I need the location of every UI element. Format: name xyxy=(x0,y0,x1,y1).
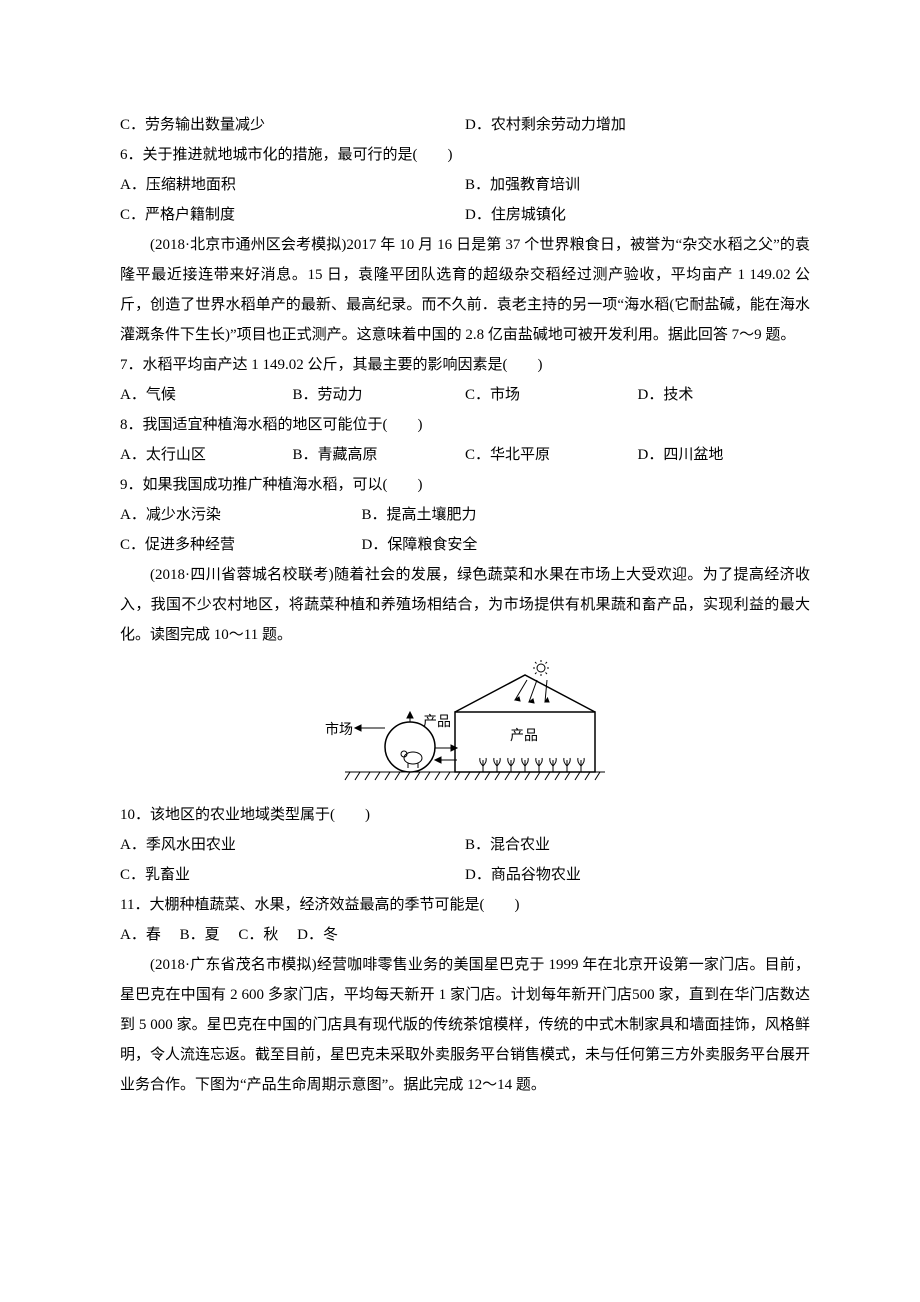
q5-options-cd: C．劳务输出数量减少 D．农村剩余劳动力增加 xyxy=(120,110,810,140)
q11-opt-d: D．冬 xyxy=(297,927,338,943)
q6-stem: 6．关于推进就地城市化的措施，最可行的是( ) xyxy=(120,140,810,170)
q9-options-cd: C．促进多种经营 D．保障粮食安全 xyxy=(120,530,810,560)
q7-stem: 7．水稻平均亩产达 1 149.02 公斤，其最主要的影响因素是( ) xyxy=(120,350,810,380)
q7-opt-a: A．气候 xyxy=(120,380,293,410)
q7-opt-b: B．劳动力 xyxy=(293,380,466,410)
q8-opt-b: B．青藏高原 xyxy=(293,440,466,470)
passage-2: (2018·四川省蓉城名校联考)随着社会的发展，绿色蔬菜和水果在市场上大受欢迎。… xyxy=(120,560,810,650)
q6-options-cd: C．严格户籍制度 D．住房城镇化 xyxy=(120,200,810,230)
q10-opt-c: C．乳畜业 xyxy=(120,860,465,890)
q10-opt-d: D．商品谷物农业 xyxy=(465,860,810,890)
q8-opt-a: A．太行山区 xyxy=(120,440,293,470)
q11-opt-c: C．秋 xyxy=(238,927,278,943)
diagram-label-market: 市场 xyxy=(325,721,353,738)
q10-options-ab: A．季风水田农业 B．混合农业 xyxy=(120,830,810,860)
diagram-svg: 市场 产品 产品 xyxy=(315,660,615,790)
q7-opt-d: D．技术 xyxy=(638,380,811,410)
passage-3: (2018·广东省茂名市模拟)经营咖啡零售业务的美国星巴克于 1999 年在北京… xyxy=(120,950,810,1100)
q11-options: A．春 B．夏 C．秋 D．冬 xyxy=(120,920,810,950)
passage-1: (2018·北京市通州区会考模拟)2017 年 10 月 16 日是第 37 个… xyxy=(120,230,810,350)
q11-opt-b: B．夏 xyxy=(180,927,220,943)
diagram-label-product2: 产品 xyxy=(510,728,538,744)
q8-opt-d: D．四川盆地 xyxy=(638,440,811,470)
q6-opt-a: A．压缩耕地面积 xyxy=(120,170,465,200)
q10-opt-a: A．季风水田农业 xyxy=(120,830,465,860)
q6-options-ab: A．压缩耕地面积 B．加强教育培训 xyxy=(120,170,810,200)
q9-opt-c: C．促进多种经营 xyxy=(120,530,362,560)
q8-stem: 8．我国适宜种植海水稻的地区可能位于( ) xyxy=(120,410,810,440)
q8-options: A．太行山区 B．青藏高原 C．华北平原 D．四川盆地 xyxy=(120,440,810,470)
q11-opt-a: A．春 xyxy=(120,927,161,943)
greenhouse-diagram: 市场 产品 产品 xyxy=(120,660,810,790)
q11-stem: 11．大棚种植蔬菜、水果，经济效益最高的季节可能是( ) xyxy=(120,890,810,920)
q5-opt-c: C．劳务输出数量减少 xyxy=(120,110,465,140)
q9-opt-b: B．提高土壤肥力 xyxy=(362,500,707,530)
q9-opt-d: D．保障粮食安全 xyxy=(362,530,707,560)
q7-options: A．气候 B．劳动力 C．市场 D．技术 xyxy=(120,380,810,410)
q6-opt-d: D．住房城镇化 xyxy=(465,200,810,230)
q6-opt-b: B．加强教育培训 xyxy=(465,170,810,200)
q10-opt-b: B．混合农业 xyxy=(465,830,810,860)
q5-opt-d: D．农村剩余劳动力增加 xyxy=(465,110,810,140)
q10-options-cd: C．乳畜业 D．商品谷物农业 xyxy=(120,860,810,890)
q7-opt-c: C．市场 xyxy=(465,380,638,410)
q10-stem: 10．该地区的农业地域类型属于( ) xyxy=(120,800,810,830)
q6-opt-c: C．严格户籍制度 xyxy=(120,200,465,230)
q9-options-ab: A．减少水污染 B．提高土壤肥力 xyxy=(120,500,810,530)
diagram-label-product1: 产品 xyxy=(423,714,451,730)
q9-opt-a: A．减少水污染 xyxy=(120,500,362,530)
q9-stem: 9．如果我国成功推广种植海水稻，可以( ) xyxy=(120,470,810,500)
q8-opt-c: C．华北平原 xyxy=(465,440,638,470)
